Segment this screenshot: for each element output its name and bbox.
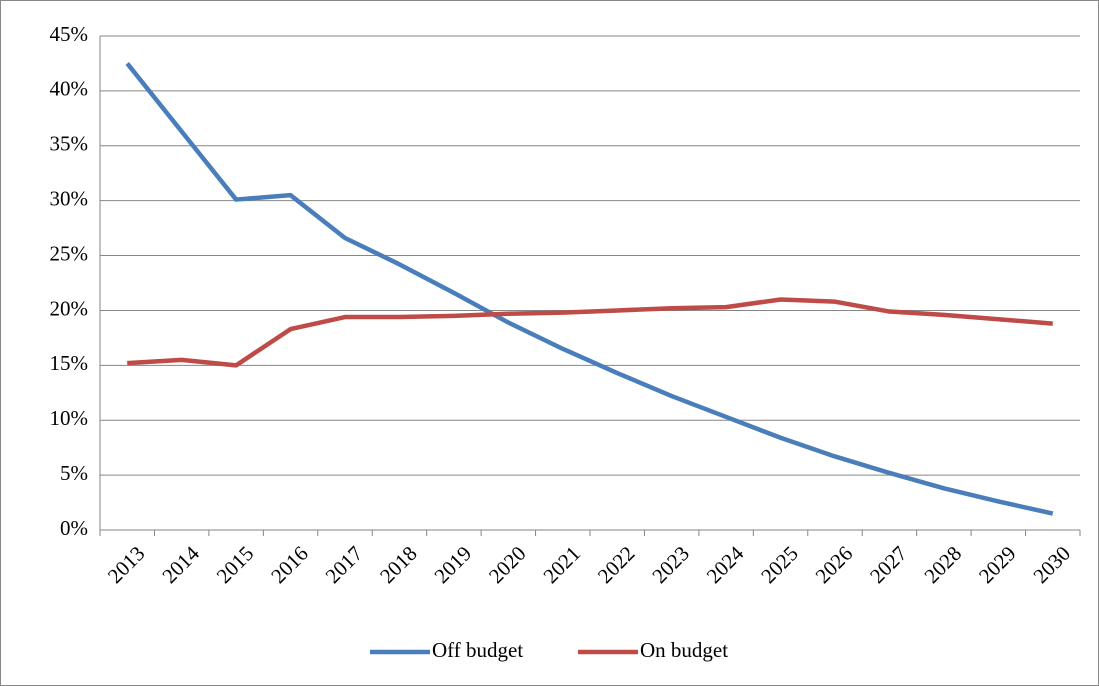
y-tick-label: 30% <box>50 186 89 210</box>
line-series <box>125 62 1054 516</box>
y-tick-label: 35% <box>50 132 89 156</box>
y-tick-label: 20% <box>50 296 89 320</box>
y-tick-label: 5% <box>60 461 88 485</box>
y-tick-label: 15% <box>50 351 89 375</box>
y-tick-label: 0% <box>60 516 88 540</box>
y-tick-label: 45% <box>50 22 89 46</box>
y-tick-label: 40% <box>50 77 89 101</box>
legend-label: On budget <box>640 638 728 662</box>
legend-label: Off budget <box>432 638 523 662</box>
y-tick-label: 25% <box>50 241 89 265</box>
line-series <box>127 297 1053 368</box>
y-tick-label: 10% <box>50 406 89 430</box>
